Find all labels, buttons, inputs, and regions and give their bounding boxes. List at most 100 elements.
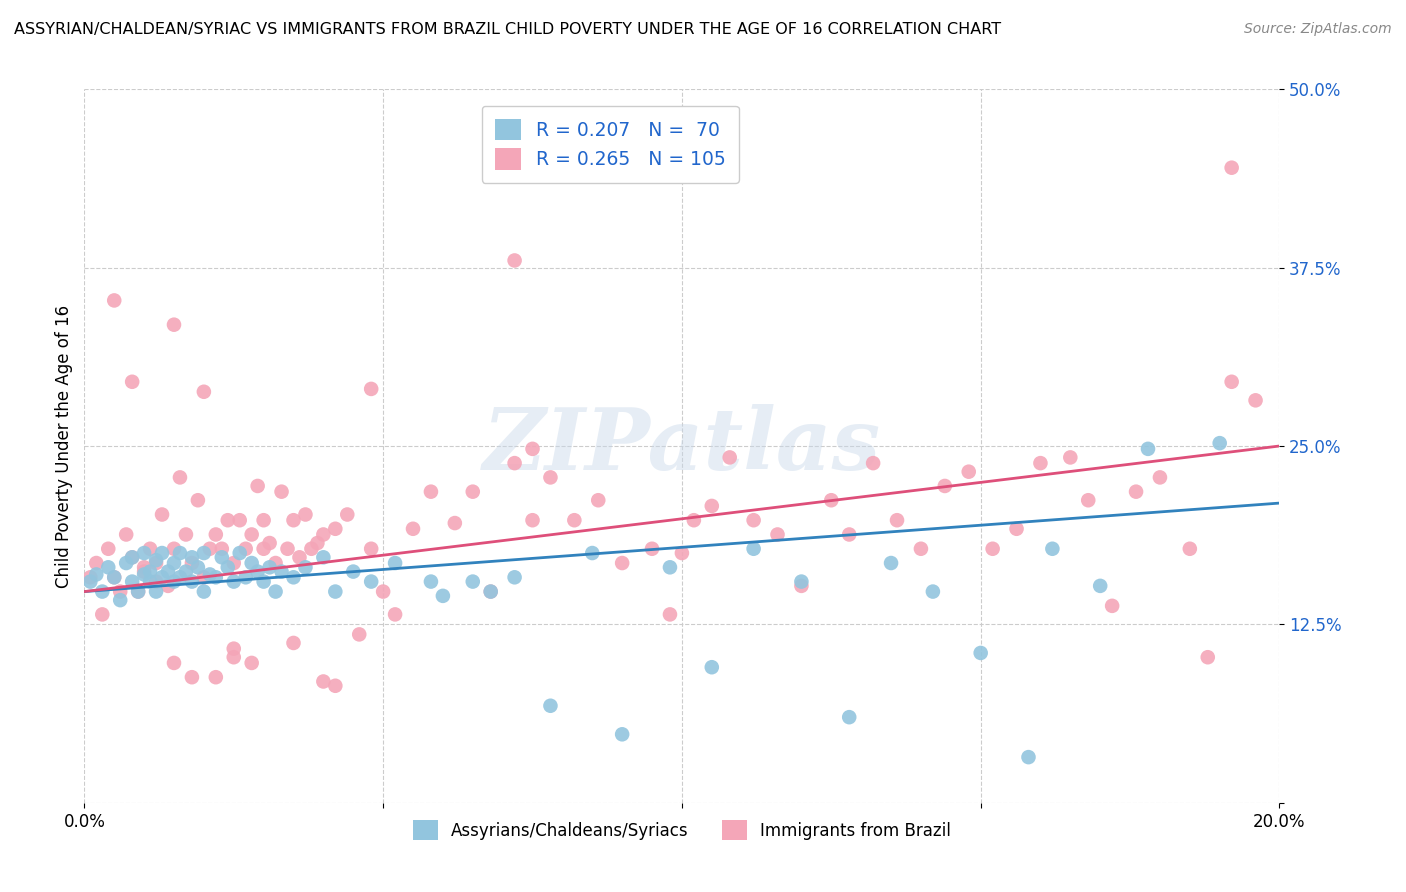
Point: [139, 541, 162, 556]
Point: [205, 570, 228, 584]
Point: [503, 570, 526, 584]
Point: [420, 484, 443, 499]
Point: [132, 567, 156, 582]
Point: [503, 253, 526, 268]
Point: [145, 584, 167, 599]
Point: [540, 698, 562, 713]
Point: [1101, 599, 1123, 613]
Point: [264, 556, 287, 570]
Point: [163, 556, 186, 570]
Point: [1197, 650, 1219, 665]
Point: [294, 508, 316, 522]
Point: [222, 650, 245, 665]
Point: [742, 513, 765, 527]
Point: [228, 546, 252, 560]
Point: [981, 541, 1004, 556]
Point: [97, 541, 120, 556]
Point: [79, 570, 101, 584]
Point: [181, 550, 204, 565]
Point: [820, 493, 842, 508]
Point: [103, 293, 125, 308]
Point: [217, 513, 239, 527]
Point: [121, 375, 143, 389]
Point: [181, 556, 204, 570]
Point: [228, 513, 252, 527]
Point: [163, 318, 186, 332]
Point: [522, 513, 544, 527]
Point: [132, 565, 156, 579]
Point: [139, 574, 162, 589]
Point: [880, 556, 903, 570]
Point: [1042, 541, 1064, 556]
Point: [1005, 522, 1028, 536]
Point: [718, 450, 741, 465]
Point: [169, 570, 191, 584]
Point: [294, 560, 316, 574]
Point: [132, 546, 156, 560]
Point: [253, 574, 276, 589]
Point: [187, 493, 209, 508]
Point: [127, 584, 149, 599]
Point: [169, 546, 191, 560]
Point: [103, 570, 125, 584]
Point: [360, 574, 382, 589]
Point: [910, 541, 932, 556]
Point: [139, 565, 162, 579]
Point: [253, 513, 276, 527]
Point: [115, 556, 138, 570]
Point: [145, 574, 167, 589]
Point: [342, 565, 364, 579]
Point: [659, 607, 682, 622]
Point: [886, 513, 908, 527]
Point: [402, 522, 425, 536]
Point: [838, 527, 860, 541]
Point: [461, 574, 484, 589]
Point: [540, 470, 562, 484]
Point: [301, 541, 323, 556]
Point: [193, 384, 215, 399]
Point: [181, 574, 204, 589]
Point: [270, 565, 292, 579]
Point: [1090, 579, 1112, 593]
Point: [444, 516, 467, 530]
Point: [1178, 541, 1201, 556]
Point: [1220, 375, 1243, 389]
Point: [110, 584, 132, 599]
Point: [1077, 493, 1099, 508]
Point: [479, 584, 502, 599]
Point: [198, 567, 221, 582]
Point: [1220, 161, 1243, 175]
Point: [1149, 470, 1171, 484]
Point: [150, 546, 173, 560]
Y-axis label: Child Poverty Under the Age of 16: Child Poverty Under the Age of 16: [55, 304, 73, 588]
Point: [277, 541, 299, 556]
Point: [970, 646, 993, 660]
Point: [163, 574, 186, 589]
Point: [307, 536, 329, 550]
Point: [325, 679, 347, 693]
Point: [253, 541, 276, 556]
Point: [790, 579, 813, 593]
Point: [270, 484, 292, 499]
Point: [373, 584, 395, 599]
Point: [1059, 450, 1081, 465]
Point: [312, 674, 335, 689]
Point: [479, 584, 502, 599]
Point: [86, 567, 108, 582]
Point: [325, 522, 347, 536]
Point: [163, 541, 186, 556]
Text: Source: ZipAtlas.com: Source: ZipAtlas.com: [1244, 22, 1392, 37]
Point: [700, 660, 723, 674]
Point: [240, 527, 263, 541]
Point: [187, 560, 209, 574]
Point: [145, 553, 167, 567]
Point: [163, 656, 186, 670]
Point: [110, 593, 132, 607]
Point: [671, 546, 693, 560]
Point: [432, 589, 454, 603]
Point: [349, 627, 371, 641]
Point: [1244, 393, 1267, 408]
Point: [742, 541, 765, 556]
Point: [420, 574, 443, 589]
Point: [283, 636, 305, 650]
